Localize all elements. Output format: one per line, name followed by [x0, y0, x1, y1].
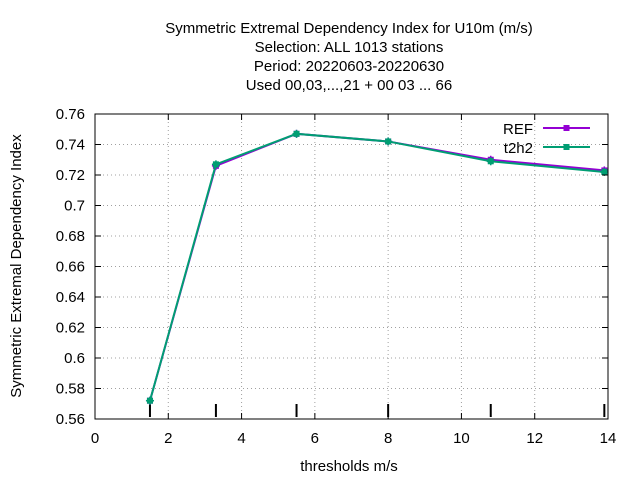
- y-tick-label: 0.64: [56, 289, 85, 306]
- y-tick-label: 0.62: [56, 320, 85, 337]
- chart-title: Symmetric Extremal Dependency Index for …: [165, 20, 533, 94]
- series-line-ref: [149, 132, 605, 401]
- y-tick-label: 0.6: [64, 350, 85, 367]
- y-tick-label: 0.74: [56, 137, 85, 154]
- x-tick-label: 6: [311, 430, 319, 447]
- legend-marker-t2h2: [563, 144, 570, 150]
- y-tick-label: 0.68: [56, 228, 85, 245]
- threshold-markers: [148, 404, 606, 417]
- x-tick-label: 0: [91, 430, 99, 447]
- x-tick-label: 14: [600, 430, 617, 447]
- y-tick-label: 0.76: [56, 106, 85, 123]
- x-tick-label: 2: [164, 430, 172, 447]
- title-line-3: Period: 20220603-20220630: [254, 58, 444, 75]
- legend-label-ref: REF: [503, 121, 533, 138]
- title-line-1: Symmetric Extremal Dependency Index for …: [165, 20, 533, 37]
- x-tick-label: 10: [453, 430, 470, 447]
- y-tick-label: 0.66: [56, 259, 85, 276]
- legend-marker-ref: [563, 125, 570, 131]
- x-tick-label: 12: [526, 430, 543, 447]
- grid: [95, 114, 608, 419]
- title-line-4: Used 00,03,...,21 + 00 03 ... 66: [246, 77, 452, 94]
- x-tick-label: 8: [384, 430, 392, 447]
- y-axis-label: Symmetric Extremal Dependency Index: [8, 134, 25, 398]
- series-line-t2h2: [149, 132, 605, 401]
- axes: 0 2 4 6 8 10 12 14 0.56 0.58 0.6 0.62 0.64 0.66 0.68 0.…: [56, 106, 617, 447]
- y-tick-label: 0.7: [64, 198, 85, 215]
- title-line-2: Selection: ALL 1013 stations: [255, 39, 444, 56]
- legend: REF t2h2: [503, 121, 590, 157]
- legend-label-t2h2: t2h2: [504, 140, 533, 157]
- x-axis-label: thresholds m/s: [300, 458, 398, 475]
- y-tick-label: 0.56: [56, 411, 85, 428]
- y-tick-label: 0.58: [56, 381, 85, 398]
- x-tick-label: 4: [237, 430, 245, 447]
- y-tick-label: 0.72: [56, 167, 85, 184]
- series-layer: [145, 129, 609, 405]
